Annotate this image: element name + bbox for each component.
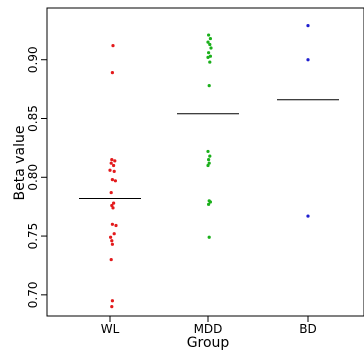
data-point: [110, 239, 114, 243]
data-point: [207, 83, 211, 88]
y-tick-label: 0.85: [26, 105, 40, 132]
data-point: [208, 54, 212, 58]
data-point: [206, 163, 210, 168]
y-tick-label: 0.90: [26, 46, 40, 73]
data-point: [111, 44, 115, 48]
x-tick-label: BD: [299, 322, 316, 336]
data-point: [111, 206, 115, 210]
plot-frame: [46, 7, 364, 317]
data-point: [208, 200, 212, 204]
data-point: [207, 158, 211, 162]
x-tick-label: MDD: [194, 322, 223, 336]
data-point: [110, 203, 114, 208]
data-point: [110, 222, 114, 226]
data-point: [109, 190, 113, 195]
data-point: [207, 235, 211, 239]
data-point: [110, 242, 114, 246]
data-point: [109, 161, 113, 165]
data-point: [306, 24, 310, 28]
data-point: [207, 33, 211, 37]
y-tick-label: 0.75: [26, 223, 40, 250]
data-point: [209, 46, 213, 50]
data-point: [207, 202, 211, 206]
data-point: [113, 179, 117, 183]
data-point: [110, 71, 114, 75]
y-axis-title: Beta value: [12, 126, 28, 201]
data-points: [108, 24, 310, 309]
group-means: [79, 99, 339, 199]
data-point: [112, 169, 116, 174]
data-point: [112, 201, 116, 205]
data-point: [206, 40, 210, 44]
data-point: [306, 214, 310, 218]
data-point: [114, 223, 118, 228]
data-point: [109, 257, 113, 262]
data-point: [206, 149, 210, 154]
y-tick-label: 0.70: [26, 281, 40, 308]
data-point: [208, 154, 212, 158]
data-point: [306, 58, 310, 62]
data-point: [110, 299, 114, 303]
data-point: [206, 55, 210, 59]
data-point: [112, 163, 116, 168]
data-point: [112, 232, 116, 236]
data-point: [110, 304, 114, 309]
y-axis: 0.70 0.75 0.80 0.85 0.90: [26, 46, 48, 308]
data-point: [207, 161, 211, 165]
x-axis-title: Group: [187, 335, 230, 351]
data-point: [110, 158, 114, 162]
data-point: [113, 159, 117, 163]
data-point: [208, 36, 212, 41]
data-point: [207, 51, 211, 55]
y-tick-label: 0.80: [26, 164, 40, 191]
data-point: [108, 168, 112, 172]
data-point: [110, 178, 114, 182]
data-point: [208, 42, 212, 47]
data-point: [109, 235, 113, 239]
x-tick-label: WL: [101, 322, 120, 336]
data-point: [208, 60, 212, 64]
x-axis: WL MDD BD: [101, 315, 317, 336]
